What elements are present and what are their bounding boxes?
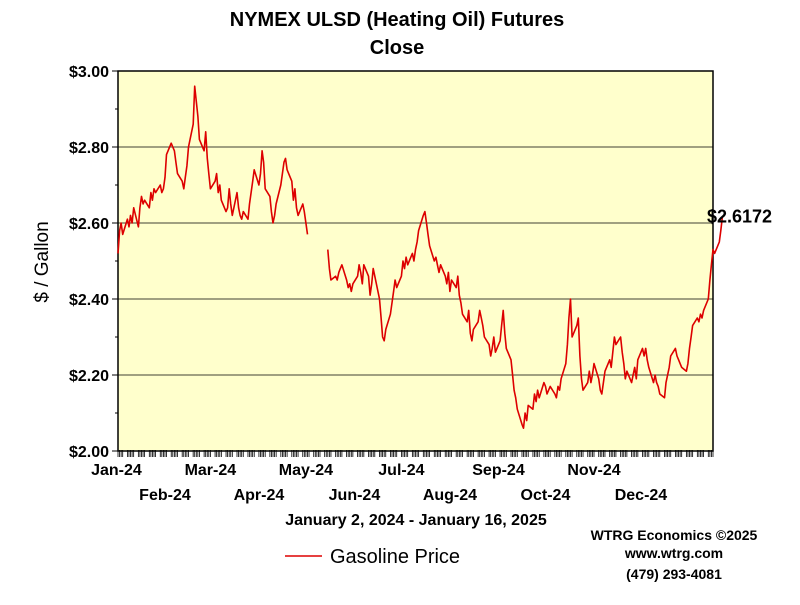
x-axis-labels: Jan-24 Mar-24 May-24 Jul-24 Sep-24 Nov-24 Feb-…: [91, 462, 667, 504]
x-tick-label: Mar-24: [185, 462, 237, 479]
x-tick-label: Oct-24: [521, 487, 571, 504]
plot-area: [117, 70, 714, 452]
legend-label-gasoline-price: Gasoline Price: [330, 546, 460, 568]
grid-lines: [118, 146, 713, 376]
x-tick-label: Dec-24: [615, 487, 668, 504]
x-tick-label: Feb-24: [139, 487, 191, 504]
y-tick-label: $2.20: [69, 368, 109, 385]
chart-title: NYMEX ULSD (Heating Oil) Futures: [230, 9, 564, 31]
x-tick-label: Apr-24: [234, 487, 285, 504]
y-tick-label: $2.60: [69, 216, 109, 233]
x-tick-label: Jun-24: [329, 487, 381, 504]
y-tick-label: $2.80: [69, 140, 109, 157]
legend: Gasoline Price: [285, 546, 460, 568]
x-tick-label: May-24: [279, 462, 333, 479]
series-line-gasoline-price: [327, 210, 724, 430]
credit-line-3: (479) 293-4081: [626, 566, 722, 582]
x-tick-label: Jul-24: [378, 462, 424, 479]
y-tick-label: $2.40: [69, 292, 109, 309]
x-tick-label: Sep-24: [472, 462, 525, 479]
series-line-gasoline-price: [117, 85, 309, 254]
y-tick-label: $2.00: [69, 444, 109, 461]
x-axis-label: January 2, 2024 - January 16, 2025: [285, 512, 547, 529]
x-tick-label: Aug-24: [423, 487, 477, 504]
y-tick-label: $3.00: [69, 64, 109, 81]
series-gasoline-price: [117, 85, 724, 430]
y-axis-label: $ / Gallon: [32, 221, 53, 302]
credit-line-1: WTRG Economics ©2025: [591, 527, 758, 543]
x-axis-minor-ticks: [117, 450, 714, 457]
x-tick-label: Jan-24: [91, 462, 142, 479]
chart-subtitle: Close: [370, 37, 424, 59]
x-tick-label: Nov-24: [567, 462, 620, 479]
last-value-label: $2.6172: [707, 207, 772, 227]
y-axis: $2.00 $2.20 $2.40 $2.60 $2.80 $3.00: [69, 64, 118, 461]
credit-line-2: www.wtrg.com: [624, 545, 723, 561]
